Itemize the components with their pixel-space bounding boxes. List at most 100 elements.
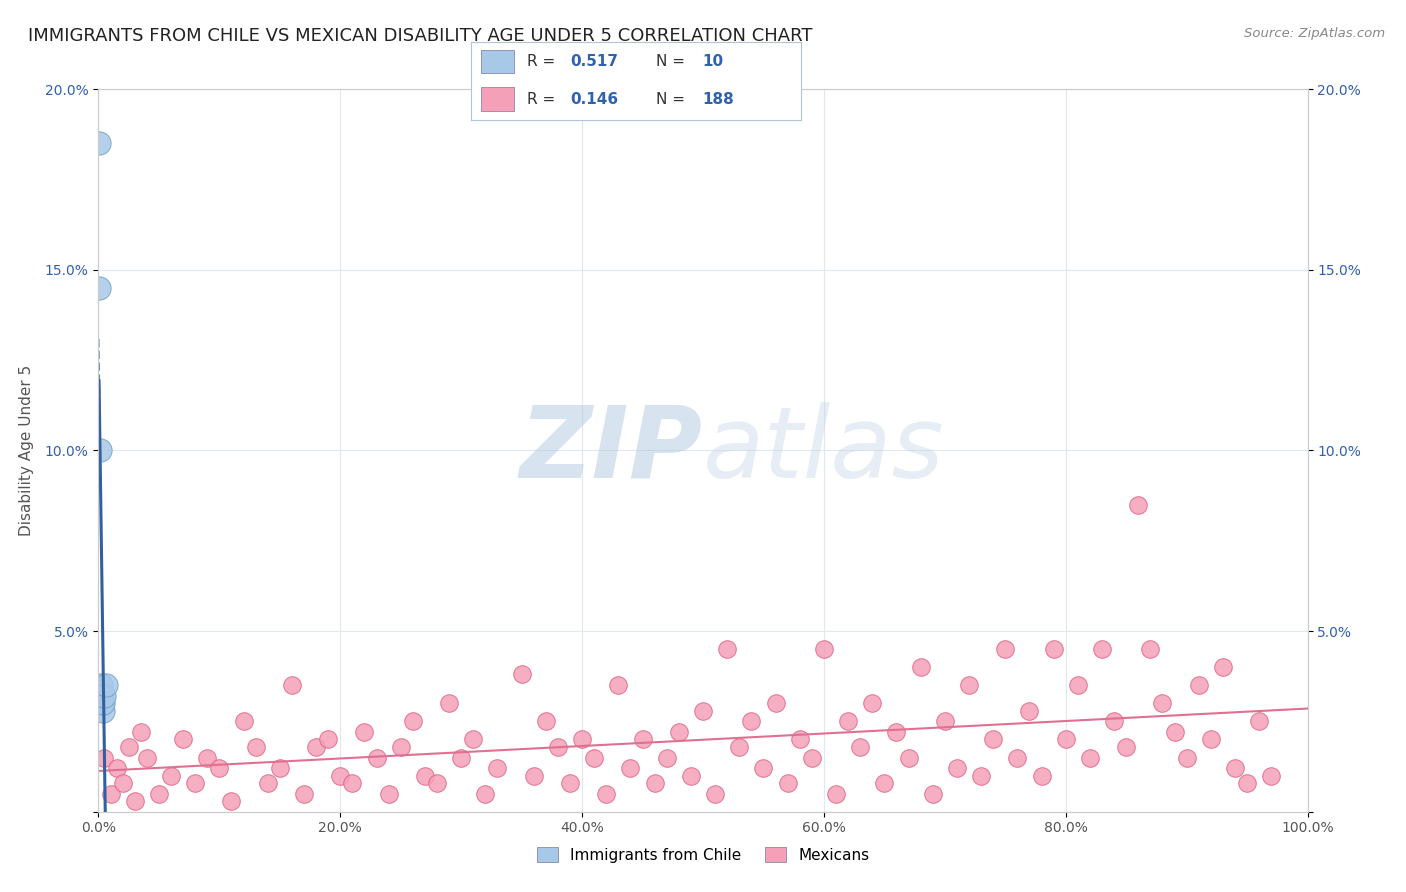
Point <box>1188 678 1211 692</box>
Point <box>558 776 581 790</box>
Point <box>148 787 170 801</box>
Text: IMMIGRANTS FROM CHILE VS MEXICAN DISABILITY AGE UNDER 5 CORRELATION CHART: IMMIGRANTS FROM CHILE VS MEXICAN DISABIL… <box>28 27 813 45</box>
Point <box>921 787 943 801</box>
Point <box>886 725 908 739</box>
Point <box>1236 776 1258 790</box>
Text: 10: 10 <box>703 54 724 69</box>
Point <box>256 776 278 790</box>
Text: ZIP: ZIP <box>520 402 703 499</box>
Point <box>1067 678 1090 692</box>
Point <box>342 776 364 790</box>
Point <box>269 761 291 775</box>
Point <box>523 769 546 783</box>
Point <box>105 761 128 775</box>
Point <box>619 761 641 775</box>
Point <box>981 732 1004 747</box>
Point <box>377 787 399 801</box>
Point <box>118 739 141 754</box>
Point <box>184 776 207 790</box>
Point <box>463 732 485 747</box>
Point <box>402 714 425 729</box>
Point <box>873 776 896 790</box>
Point <box>91 704 114 718</box>
Point <box>752 761 775 775</box>
Point <box>692 704 714 718</box>
Point <box>111 776 134 790</box>
Point <box>1163 725 1185 739</box>
Point <box>1042 642 1064 657</box>
Point <box>129 725 152 739</box>
Point <box>668 725 690 739</box>
Point <box>450 750 472 764</box>
Point <box>90 678 112 692</box>
Point <box>813 642 835 657</box>
Point <box>1054 732 1077 747</box>
Point <box>510 667 533 681</box>
Point <box>860 696 883 710</box>
Text: 0.146: 0.146 <box>571 92 619 107</box>
Point <box>486 761 509 775</box>
Point <box>89 443 111 458</box>
Point <box>934 714 956 729</box>
Point <box>124 794 146 808</box>
Text: atlas: atlas <box>703 402 945 499</box>
Point <box>329 769 352 783</box>
Point <box>994 642 1017 657</box>
Text: 188: 188 <box>703 92 734 107</box>
Point <box>292 787 315 801</box>
Point <box>389 739 412 754</box>
Point <box>716 642 738 657</box>
Point <box>607 678 630 692</box>
Point <box>1018 704 1040 718</box>
Point <box>946 761 969 775</box>
Point <box>172 732 194 747</box>
Point <box>1128 498 1150 512</box>
Legend: Immigrants from Chile, Mexicans: Immigrants from Chile, Mexicans <box>530 841 876 869</box>
Point <box>1091 642 1114 657</box>
Point <box>91 696 114 710</box>
Point <box>208 761 231 775</box>
Point <box>849 739 872 754</box>
Text: N =: N = <box>657 54 690 69</box>
Point <box>1199 732 1222 747</box>
Y-axis label: Disability Age Under 5: Disability Age Under 5 <box>18 365 34 536</box>
Text: N =: N = <box>657 92 690 107</box>
Point <box>413 769 436 783</box>
Point <box>366 750 388 764</box>
Point <box>87 136 110 151</box>
Bar <box>481 50 515 73</box>
Point <box>1031 769 1053 783</box>
Point <box>583 750 606 764</box>
Point <box>1223 761 1246 775</box>
Point <box>100 787 122 801</box>
Point <box>1007 750 1029 764</box>
Point <box>160 769 183 783</box>
Point <box>970 769 993 783</box>
Point <box>704 787 727 801</box>
Point <box>1078 750 1101 764</box>
Point <box>94 678 117 692</box>
Point <box>281 678 304 692</box>
Point <box>595 787 617 801</box>
Point <box>353 725 375 739</box>
Point <box>305 739 328 754</box>
Bar <box>481 87 515 111</box>
Point <box>957 678 980 692</box>
Point <box>765 696 787 710</box>
Point <box>91 696 114 710</box>
Point <box>1212 660 1234 674</box>
Point <box>1175 750 1198 764</box>
Point <box>1102 714 1125 729</box>
Point <box>740 714 762 729</box>
Point <box>1152 696 1174 710</box>
Text: R =: R = <box>527 92 561 107</box>
Point <box>655 750 678 764</box>
Point <box>837 714 859 729</box>
Point <box>571 732 593 747</box>
Point <box>547 739 569 754</box>
Point <box>232 714 254 729</box>
Point <box>631 732 654 747</box>
Point <box>474 787 496 801</box>
Point <box>1249 714 1271 729</box>
Point <box>221 794 243 808</box>
